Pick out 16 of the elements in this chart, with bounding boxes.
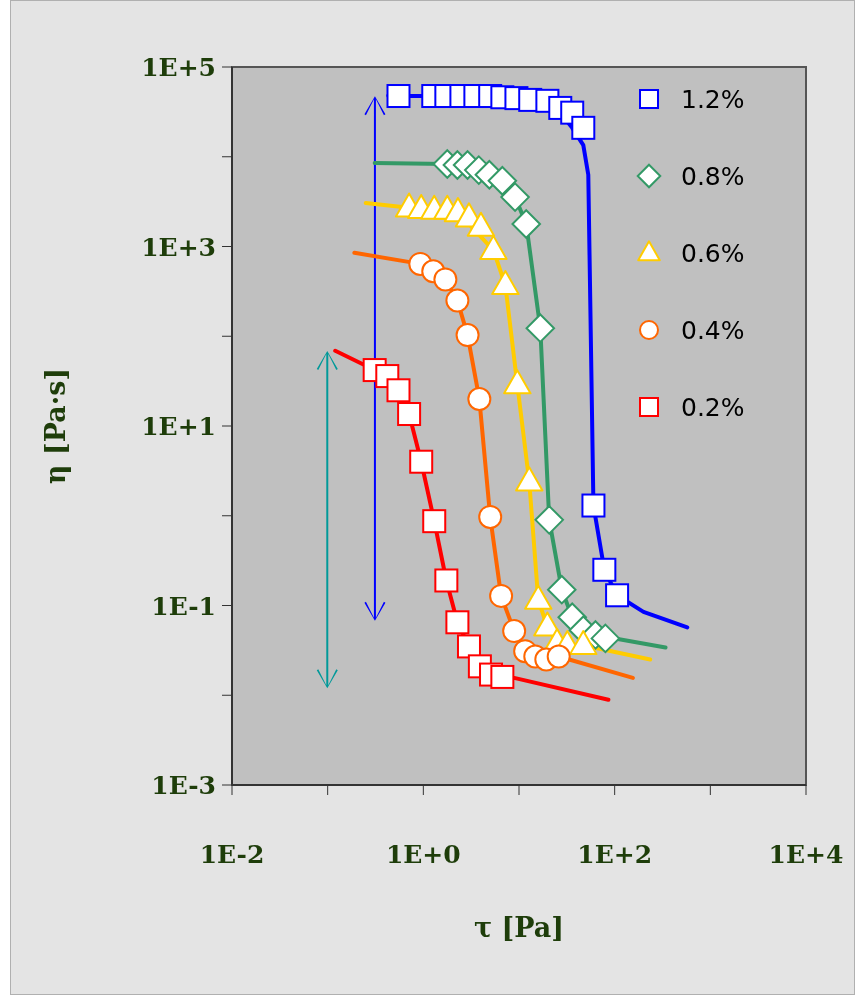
y-tick-label: 1E+3: [141, 232, 216, 262]
legend-label: 0.2%: [681, 393, 745, 422]
x-axis-title: τ [Pa]: [473, 912, 565, 943]
x-tick-label: 1E+4: [768, 840, 844, 869]
y-tick-label: 1E+5: [141, 53, 216, 82]
y-axis-title: η [Pa·s]: [39, 367, 71, 485]
x-tick-label: 1E-2: [199, 840, 265, 869]
y-tick-label: 1E-1: [151, 591, 216, 621]
y-tick-label: 1E-3: [151, 771, 216, 800]
legend-label: 0.4%: [681, 316, 745, 345]
x-tick-label: 1E+2: [577, 840, 653, 869]
legend-label: 1.2%: [681, 85, 745, 114]
legend-label: 0.8%: [681, 162, 745, 191]
legend-label: 0.6%: [681, 239, 745, 268]
y-tick-label: 1E+1: [141, 412, 216, 441]
x-tick-label: 1E+0: [385, 840, 461, 869]
